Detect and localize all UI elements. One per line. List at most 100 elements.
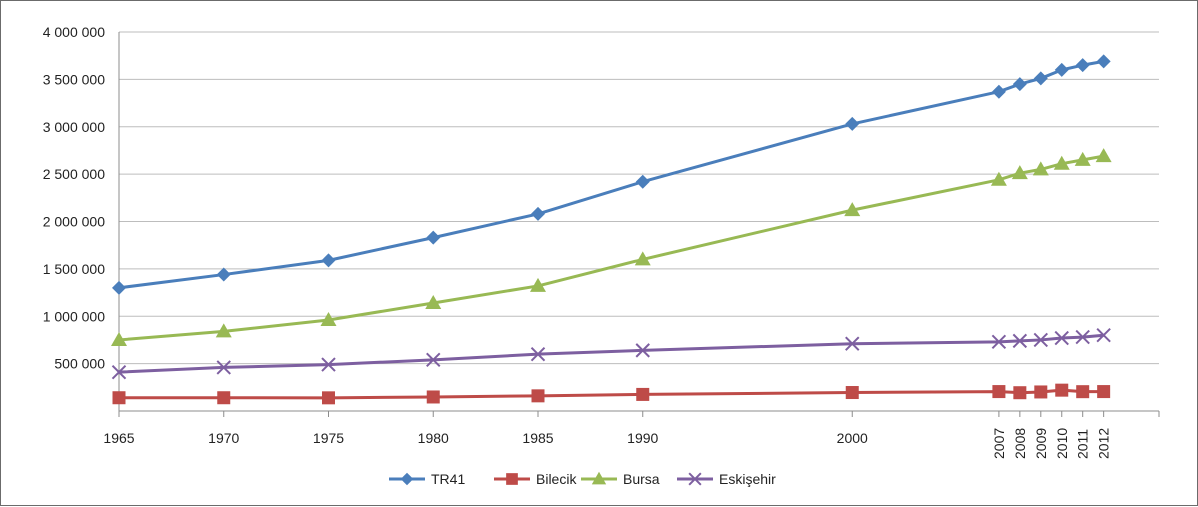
- marker-stroke: [1096, 327, 1111, 343]
- legend-item-eski-ehir: Eskişehir: [677, 471, 776, 487]
- gridlines: [119, 31, 1159, 365]
- data-point-bursa: [634, 251, 651, 266]
- legend-item-tr41: TR41: [389, 471, 465, 487]
- data-point-tr41: [216, 267, 231, 282]
- series-line-bilecik: [119, 388, 1104, 400]
- series-lines: [118, 59, 1104, 400]
- data-point-bilecik: [1055, 383, 1069, 397]
- y-tick-label: 3 500 000: [43, 71, 105, 87]
- y-tick-label: 2 500 000: [43, 166, 105, 182]
- data-point-eski-ehir: [1075, 329, 1090, 345]
- data-point-tr41: [531, 206, 545, 221]
- data-point-bursa: [1053, 155, 1070, 170]
- x-tick-label: 1990: [627, 430, 658, 446]
- data-point-bilecik: [845, 386, 859, 400]
- data-point-bilecik: [1013, 386, 1027, 400]
- data-point-bilecik: [1097, 385, 1111, 399]
- y-axis-ticks: 500 000 1 000 000 1 500 000 2 000 000 2 500 …: [43, 24, 106, 372]
- x-tick-label: 1965: [103, 430, 134, 446]
- data-point-bursa: [111, 331, 127, 346]
- marker-stroke: [426, 352, 441, 368]
- data-point-bursa: [530, 277, 546, 292]
- marker-stroke: [845, 336, 860, 351]
- x-tick-label: 1980: [418, 430, 449, 446]
- data-point-tr41: [845, 116, 860, 131]
- data-point-bilecik: [531, 389, 545, 403]
- marker-stroke: [635, 343, 650, 358]
- x-tick-label: 1985: [522, 430, 553, 446]
- marker-stroke: [688, 472, 702, 486]
- data-point-eski-ehir: [111, 364, 127, 380]
- legend: TR41 Bilecik Bursa Eskişehir: [389, 471, 776, 487]
- legend-label: Bursa: [623, 471, 660, 487]
- data-point-bilecik: [992, 385, 1006, 399]
- legend-item-bilecik: Bilecik: [494, 471, 577, 487]
- data-point-bursa: [1011, 165, 1028, 180]
- data-point-bursa: [320, 312, 337, 327]
- y-tick-label: 1 000 000: [43, 308, 105, 324]
- x-tick-label: 2000: [837, 430, 868, 446]
- marker-stroke: [111, 364, 127, 380]
- x-tick-label: 1970: [208, 430, 239, 446]
- data-point-bilecik: [426, 390, 440, 404]
- marker-stroke: [216, 360, 231, 375]
- x-tick-label: 2008: [1012, 428, 1028, 459]
- x-tick-label: 2007: [991, 428, 1007, 459]
- data-point-bursa: [844, 202, 861, 217]
- data-point-eski-ehir: [1054, 330, 1069, 346]
- data-point-eski-ehir: [635, 343, 650, 358]
- data-point-tr41: [1054, 62, 1069, 77]
- x-tick-label: 2011: [1075, 429, 1091, 459]
- y-tick-label: 4 000 000: [43, 24, 105, 40]
- x-tick-label: 2009: [1033, 428, 1049, 459]
- legend-marker: [400, 472, 414, 486]
- data-point-bilecik: [112, 391, 126, 405]
- marker-stroke: [1033, 332, 1049, 348]
- data-point-eski-ehir: [1096, 327, 1111, 343]
- y-tick-label: 2 000 000: [43, 214, 105, 230]
- x-axis-ticks: 1965 1970 1975 1980 1985 1990 2000 2007 2008 2009…: [103, 428, 1111, 459]
- marker-stroke: [1075, 329, 1090, 345]
- y-tick-label: 3 000 000: [43, 119, 105, 135]
- data-point-tr41: [1012, 77, 1027, 92]
- data-point-eski-ehir: [845, 336, 860, 351]
- data-point-bursa: [990, 171, 1007, 186]
- x-tick-label: 2012: [1096, 428, 1112, 459]
- data-point-bilecik: [1076, 385, 1090, 399]
- data-point-tr41: [321, 253, 336, 268]
- x-tick-label: 2010: [1054, 428, 1070, 459]
- x-tick-label: 1975: [313, 430, 344, 446]
- data-point-tr41: [1096, 54, 1111, 69]
- data-point-tr41: [1033, 71, 1048, 86]
- data-point-eski-ehir: [530, 346, 546, 362]
- data-point-bursa: [215, 323, 232, 338]
- y-tick-label: 500 000: [54, 356, 105, 372]
- data-point-tr41: [991, 84, 1006, 99]
- legend-marker: [591, 471, 607, 485]
- series-line-eski-ehir: [118, 333, 1104, 374]
- data-point-bilecik: [217, 391, 231, 405]
- data-point-eski-ehir: [991, 334, 1007, 350]
- data-point-eski-ehir: [1033, 332, 1049, 348]
- data-point-bursa: [1074, 151, 1091, 166]
- data-point-eski-ehir: [1012, 333, 1028, 349]
- series-line-bursa: [118, 154, 1104, 342]
- data-point-bursa: [1095, 148, 1112, 163]
- legend-label: Eskişehir: [719, 471, 776, 487]
- series-markers: [111, 54, 1112, 405]
- marker-stroke: [321, 357, 336, 372]
- data-point-tr41: [426, 230, 441, 245]
- data-point-bilecik: [1034, 385, 1048, 399]
- data-point-tr41: [635, 174, 650, 189]
- marker-stroke: [1054, 330, 1069, 346]
- marker-stroke: [530, 346, 546, 362]
- marker-stroke: [991, 334, 1007, 350]
- data-point-tr41: [1075, 58, 1090, 73]
- legend-label: Bilecik: [536, 471, 577, 487]
- data-point-eski-ehir: [216, 360, 231, 375]
- data-point-eski-ehir: [426, 352, 441, 368]
- legend-label: TR41: [431, 471, 465, 487]
- y-tick-label: 1 500 000: [43, 261, 105, 277]
